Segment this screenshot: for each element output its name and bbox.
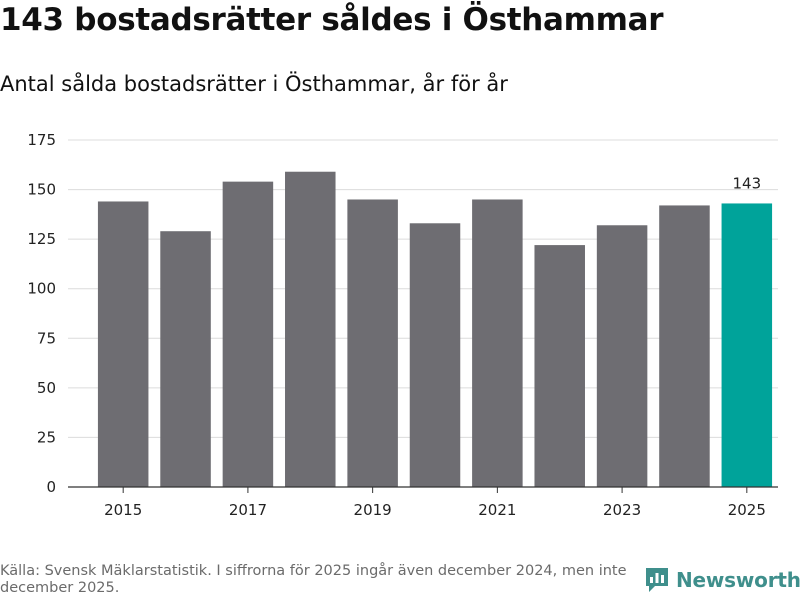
bar-2019 — [347, 199, 398, 487]
bar-2018 — [285, 171, 336, 487]
x-tick-label: 2017 — [229, 501, 267, 519]
bar-2024 — [659, 205, 710, 488]
newsworthy-logo-icon — [646, 568, 668, 592]
y-tick-label: 150 — [27, 181, 56, 199]
bar-2020 — [409, 223, 461, 487]
bar-2023 — [596, 225, 648, 487]
x-tick-label: 2023 — [603, 501, 641, 519]
data-label-highlight: 143 — [732, 174, 761, 192]
chart-subtitle: Antal sålda bostadsrätter i Östhammar, å… — [0, 72, 508, 96]
bars — [97, 171, 773, 488]
axes — [68, 486, 778, 493]
y-tick-label: 100 — [27, 280, 56, 298]
brand[interactable]: Newsworthy — [644, 566, 800, 594]
bar-2016 — [160, 231, 211, 487]
bar-chart: 0 25 50 75 100 125 150 175 2015 2017 2019 2021 2023 2… — [27, 131, 778, 519]
y-tick-label: 125 — [27, 230, 56, 248]
y-tick-label: 175 — [27, 131, 56, 149]
x-tick-label: 2019 — [354, 501, 392, 519]
bar-2015 — [97, 201, 149, 487]
x-tick-label: 2015 — [104, 501, 142, 519]
y-tick-label: 25 — [37, 428, 56, 446]
y-tick-label: 0 — [46, 478, 56, 496]
y-tick-label: 50 — [37, 379, 56, 397]
labels: 0 25 50 75 100 125 150 175 2015 2017 2019 2021 2023 2… — [27, 131, 766, 519]
bar-2025 — [721, 203, 773, 488]
x-tick-label: 2021 — [478, 501, 516, 519]
y-tick-label: 75 — [37, 329, 56, 347]
source-note: Källa: Svensk Mäklarstatistik. I siffror… — [0, 563, 627, 596]
x-tick-label: 2025 — [728, 501, 766, 519]
brand-name: Newsworthy — [676, 568, 800, 592]
bar-2017 — [222, 181, 274, 487]
page-title: 143 bostadsrätter såldes i Östhammar — [0, 2, 664, 38]
bar-2021 — [472, 199, 523, 487]
bar-2022 — [534, 245, 585, 487]
